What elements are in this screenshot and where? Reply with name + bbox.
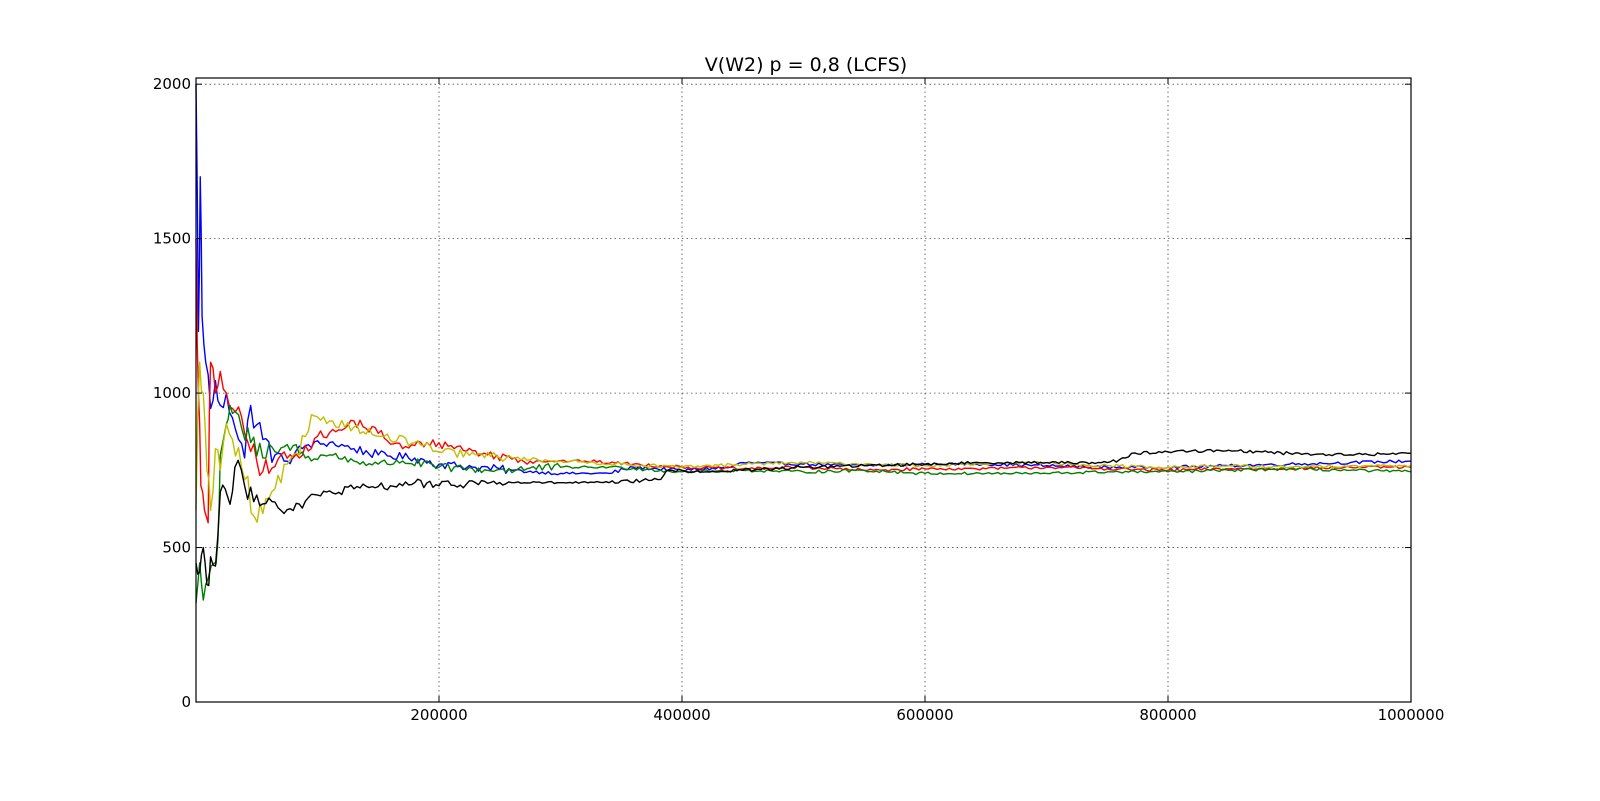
x-tick-label: 200000 — [410, 706, 467, 724]
series-line-2 — [195, 238, 1412, 524]
y-tick-label: 500 — [162, 539, 191, 557]
y-tick-label: 1000 — [153, 384, 191, 402]
grid — [196, 78, 1412, 703]
y-tick-label: 0 — [181, 693, 191, 711]
chart-title: V(W2) p = 0,8 (LCFS) — [705, 54, 907, 76]
y-tick-label: 2000 — [153, 75, 191, 93]
x-axis: 200000 400000 600000 800000 1000000 — [410, 78, 1444, 724]
series-line-4 — [195, 361, 1412, 523]
series-line-1 — [195, 84, 1412, 476]
series-line-5 — [195, 448, 1412, 587]
y-axis: 0 500 1000 1500 2000 — [153, 75, 1411, 711]
x-tick-label: 1000000 — [1378, 706, 1445, 724]
x-tick-label: 800000 — [1139, 706, 1196, 724]
plot-frame — [195, 77, 1412, 703]
y-tick-label: 1500 — [153, 230, 191, 248]
series-group — [195, 84, 1412, 604]
series-line-3 — [195, 404, 1412, 604]
x-tick-label: 400000 — [653, 706, 710, 724]
x-tick-label: 600000 — [896, 706, 953, 724]
